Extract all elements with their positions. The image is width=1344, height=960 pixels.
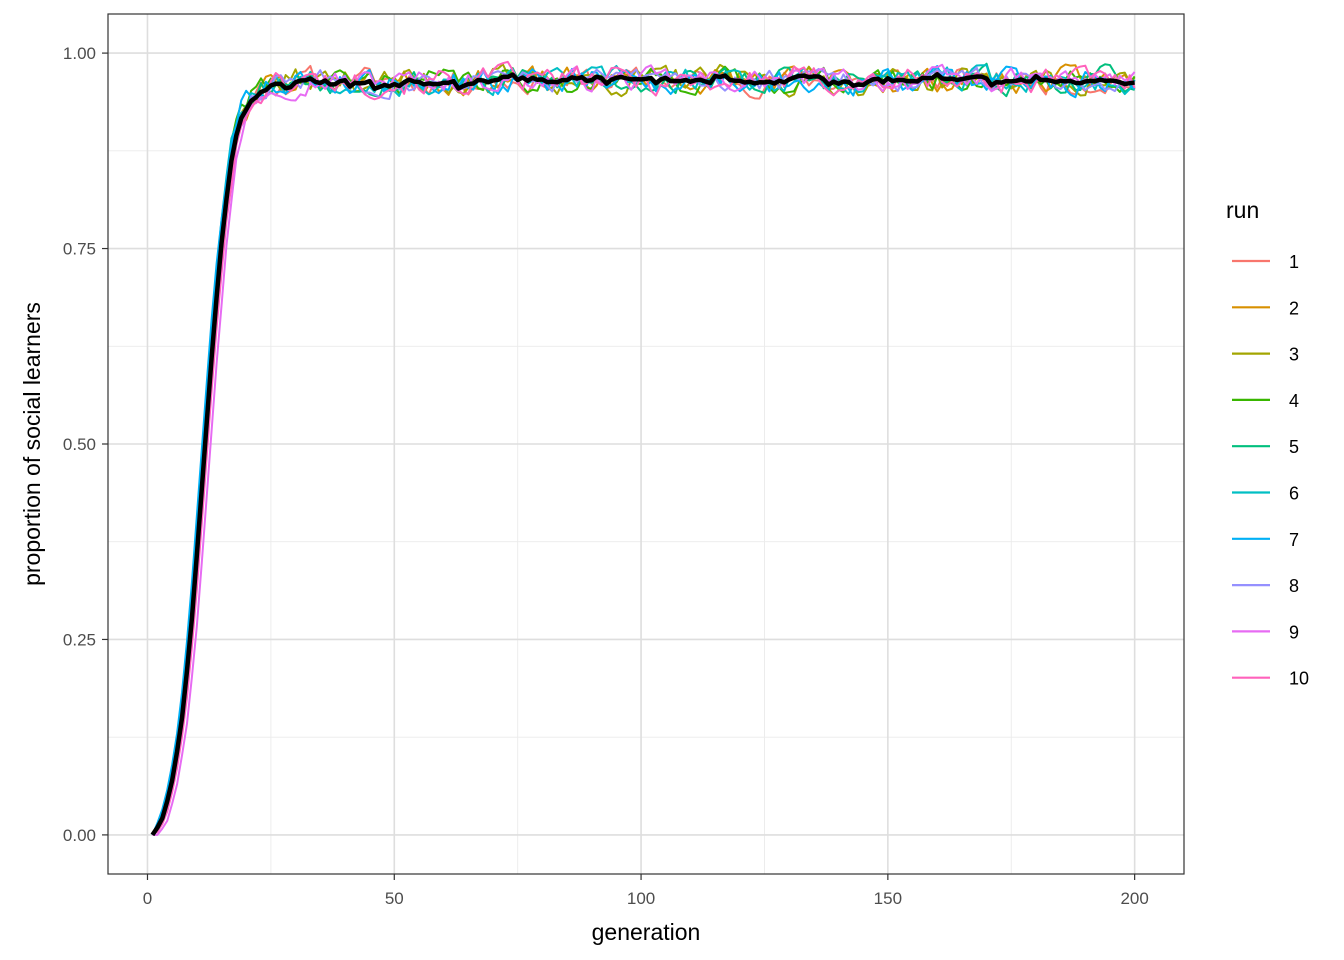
legend-label-run-8: 8 bbox=[1289, 576, 1299, 596]
legend-label-run-10: 10 bbox=[1289, 669, 1309, 689]
y-tick-label: 0.25 bbox=[63, 630, 96, 649]
legend: run 1 2 3 4 5 6 7 8 9 10 bbox=[1226, 197, 1309, 689]
legend-title: run bbox=[1226, 197, 1259, 223]
x-axis-ticks: 0 50 100 150 200 bbox=[143, 874, 1149, 908]
x-tick-label: 0 bbox=[143, 889, 152, 908]
legend-label-run-2: 2 bbox=[1289, 298, 1299, 318]
legend-label-run-9: 9 bbox=[1289, 622, 1299, 642]
mean-line-layer bbox=[150, 72, 1135, 837]
y-tick-label: 1.00 bbox=[63, 44, 96, 63]
y-tick-label: 0.50 bbox=[63, 435, 96, 454]
y-tick-label: 0.75 bbox=[63, 240, 96, 259]
y-axis-title: proportion of social learners bbox=[19, 302, 45, 586]
x-tick-label: 150 bbox=[874, 889, 902, 908]
x-tick-label: 100 bbox=[627, 889, 655, 908]
legend-label-run-5: 5 bbox=[1289, 437, 1299, 457]
legend-label-run-4: 4 bbox=[1289, 391, 1299, 411]
y-axis-ticks: 0.00 0.25 0.50 0.75 1.00 bbox=[63, 44, 108, 845]
x-tick-label: 200 bbox=[1120, 889, 1148, 908]
legend-label-run-7: 7 bbox=[1289, 530, 1299, 550]
legend-label-run-1: 1 bbox=[1289, 252, 1299, 272]
mean-line bbox=[150, 72, 1135, 837]
x-tick-label: 50 bbox=[385, 889, 404, 908]
y-tick-label: 0.00 bbox=[63, 826, 96, 845]
major-gridlines bbox=[108, 14, 1184, 874]
x-axis-title: generation bbox=[592, 919, 701, 945]
legend-label-run-6: 6 bbox=[1289, 484, 1299, 504]
legend-label-run-3: 3 bbox=[1289, 345, 1299, 365]
